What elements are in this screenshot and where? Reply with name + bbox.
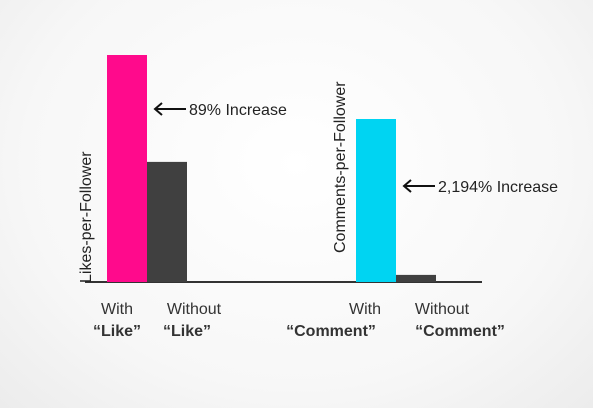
tick-label-with-comment-line2: “Comment” <box>286 323 376 340</box>
annotation-comments: 2,194% Increase <box>438 179 558 196</box>
tick-label-without-comment-line1: Without <box>415 301 470 318</box>
tick-label-without-like-line2: “Like” <box>163 323 211 340</box>
y-axis-label-comments: Comments-per-Follower <box>332 81 349 253</box>
tick-label-with-comment-line1: With <box>349 301 381 318</box>
y-axis-label-likes: Likes-per-Follower <box>78 151 95 283</box>
bar-without-comment <box>396 274 436 282</box>
tick-label-without-comment-line2: “Comment” <box>415 323 505 340</box>
tick-label-without-like-line1: Without <box>167 301 222 318</box>
arrow-icon <box>153 102 186 116</box>
bar-with-comment <box>356 119 396 282</box>
bar-without-like <box>147 161 187 282</box>
arrow-icon <box>402 179 435 193</box>
bar-with-like <box>107 55 147 282</box>
annotation-likes: 89% Increase <box>189 102 287 119</box>
tick-label-with-like-line1: With <box>101 301 133 318</box>
tick-label-with-like-line2: “Like” <box>93 323 141 340</box>
